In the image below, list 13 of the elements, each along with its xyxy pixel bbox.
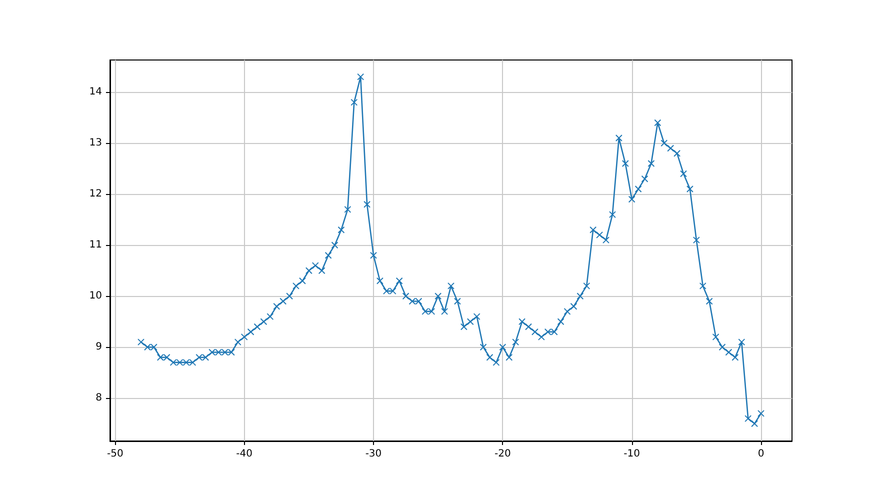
y-tick-label: 10	[89, 290, 102, 302]
y-tick-label: 13	[89, 138, 102, 149]
y-tick-label: 14	[89, 86, 102, 98]
x-tick-label: -40	[236, 448, 253, 460]
x-tick-label: -50	[106, 448, 124, 460]
y-tick-label: 8	[96, 392, 102, 404]
x-tick-label: -20	[494, 448, 511, 460]
x-tick-label: 0	[758, 448, 764, 460]
x-tick-label: -10	[624, 448, 640, 460]
y-tick-label: 9	[96, 342, 102, 353]
x-tick-label: -30	[365, 448, 382, 460]
y-tick-label: 11	[89, 240, 102, 251]
y-tick-label: 12	[89, 188, 102, 200]
